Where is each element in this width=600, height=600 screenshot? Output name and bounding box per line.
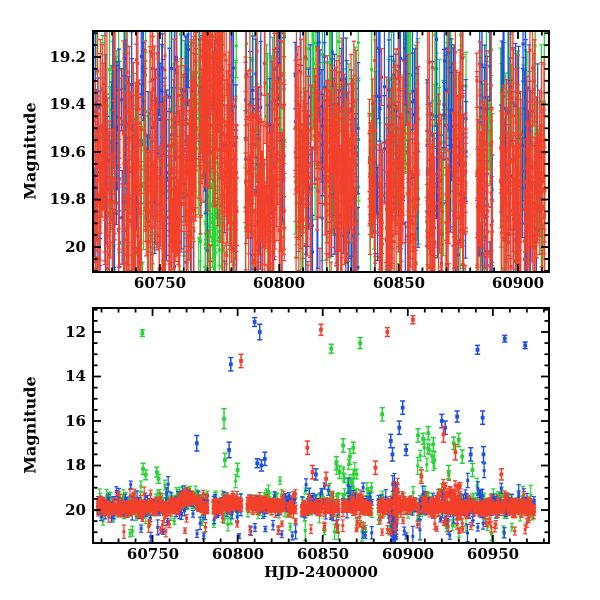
y-tick-label: 19.4 xyxy=(49,95,86,113)
x-tick-label: 60900 xyxy=(491,274,545,292)
y-tick-label: 20 xyxy=(65,238,86,256)
y-tick-label: 19.8 xyxy=(49,190,86,208)
x-tick-label: 60750 xyxy=(126,545,180,563)
x-tick-label: 60850 xyxy=(296,545,350,563)
x-tick-label: 60900 xyxy=(381,545,435,563)
x-tick-label: 60850 xyxy=(372,274,426,292)
x-axis-title: HJD-2400000 xyxy=(264,563,378,581)
x-tick-label: 60750 xyxy=(133,274,187,292)
y-tick-label: 19.2 xyxy=(49,48,86,66)
x-tick-label: 60800 xyxy=(252,274,306,292)
x-tick-label: 60800 xyxy=(211,545,265,563)
y-tick-label: 20 xyxy=(65,501,86,519)
y-tick-label: 18 xyxy=(65,456,86,474)
y-tick-label: 16 xyxy=(65,412,86,430)
y-tick-label: 19.6 xyxy=(49,143,86,161)
y-tick-label: 14 xyxy=(65,367,86,385)
x-tick-label: 60950 xyxy=(466,545,520,563)
y-tick-label: 12 xyxy=(65,323,86,341)
